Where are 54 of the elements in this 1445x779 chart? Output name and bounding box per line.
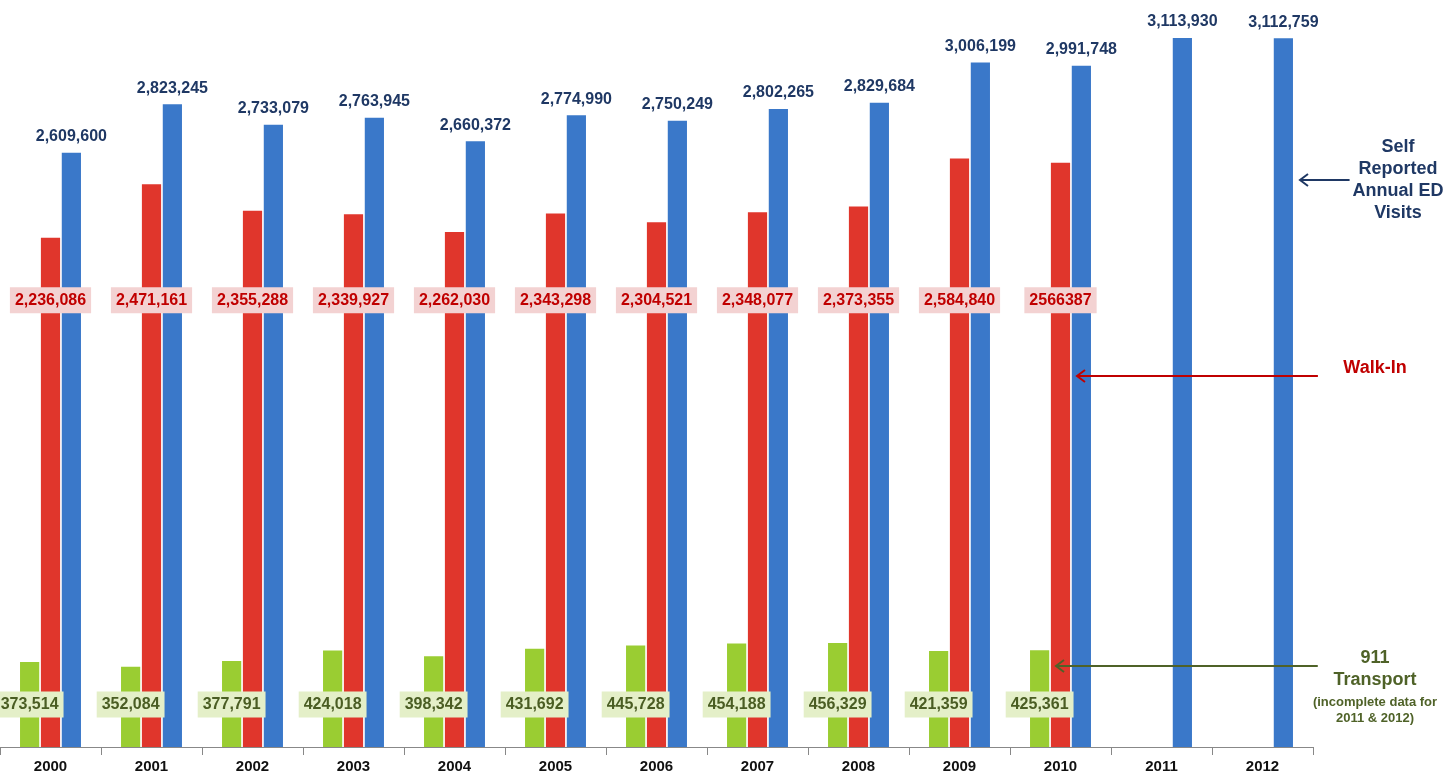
data-label: 2,339,927 — [317, 290, 390, 308]
data-label: 2,343,298 — [519, 290, 592, 308]
data-label: 373,514 — [0, 694, 59, 712]
data-label: 2,262,030 — [418, 290, 491, 308]
data-label: 2,829,684 — [843, 77, 916, 95]
x-tick-label: 2010 — [1043, 757, 1078, 775]
data-label: 456,329 — [808, 694, 867, 712]
text: Self Reported Annual ED Visits — [1352, 135, 1444, 222]
data-label: 421,359 — [909, 694, 968, 712]
bar — [1172, 38, 1192, 747]
x-tick-label: 2000 — [33, 757, 68, 775]
x-tick-label: 2003 — [336, 757, 371, 775]
data-label: 2,660,372 — [439, 115, 512, 133]
data-label: 3,113,930 — [1147, 12, 1218, 30]
data-label: 2566387 — [1029, 290, 1092, 308]
x-tick-label: 2012 — [1245, 757, 1280, 775]
x-tick-label: 2011 — [1145, 757, 1178, 775]
data-label: 2,774,990 — [540, 89, 613, 107]
data-label: 2,733,079 — [237, 99, 310, 117]
data-label: 2,763,945 — [338, 92, 411, 110]
data-label: 3,112,759 — [1248, 12, 1319, 30]
x-tick-label: 2009 — [942, 757, 977, 775]
data-label: 2,236,086 — [14, 290, 87, 308]
data-label: 377,791 — [202, 694, 261, 712]
data-label: 2,802,265 — [742, 83, 815, 101]
x-tick-label: 2006 — [639, 757, 674, 775]
data-label: 431,692 — [505, 694, 564, 712]
data-label: 2,355,288 — [216, 290, 289, 308]
data-label: 454,188 — [707, 694, 766, 712]
data-label: 424,018 — [303, 694, 362, 712]
data-label: 2,991,748 — [1045, 40, 1118, 58]
annotation: (incomplete data for 2011 & 2012) — [1312, 693, 1438, 725]
data-label: 3,006,199 — [944, 36, 1017, 54]
data-label: 425,361 — [1010, 694, 1069, 712]
data-label: 2,304,521 — [620, 290, 693, 308]
data-label: 2,823,245 — [136, 78, 209, 96]
data-label: 398,342 — [404, 694, 463, 712]
x-tick-label: 2004 — [437, 757, 472, 775]
x-tick-label: 2008 — [841, 757, 876, 775]
data-label: 2,750,249 — [641, 95, 714, 113]
text: Walk-In — [1343, 357, 1407, 378]
data-label: 2,471,161 — [115, 290, 188, 308]
data-label: 2,348,077 — [721, 290, 794, 308]
x-tick-label: 2005 — [538, 757, 573, 775]
data-label: 352,084 — [101, 694, 160, 712]
x-tick-label: 2007 — [740, 757, 775, 775]
data-label: 2,584,840 — [923, 290, 996, 308]
data-label: 2,609,600 — [35, 127, 108, 145]
data-label: 2,373,355 — [822, 290, 895, 308]
data-label: 445,728 — [606, 694, 665, 712]
bar — [1273, 38, 1293, 747]
x-tick-label: 2002 — [235, 757, 270, 775]
x-tick-label: 2001 — [134, 757, 169, 775]
text: 911 Transport — [1333, 647, 1417, 690]
